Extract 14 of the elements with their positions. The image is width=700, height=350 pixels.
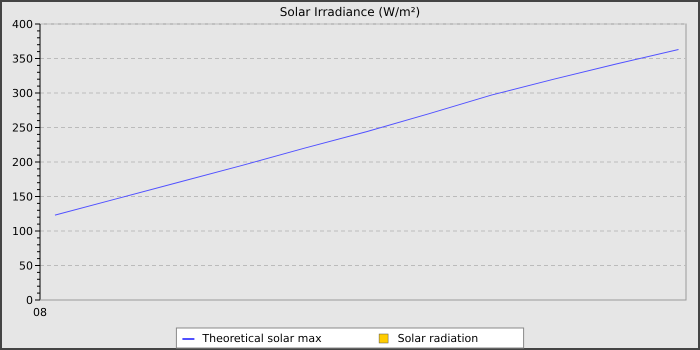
y-tick-label: 0 <box>26 294 33 307</box>
y-tick-label: 400 <box>12 18 33 31</box>
text: 08 <box>33 306 47 319</box>
y-tick-label: 50 <box>19 259 33 272</box>
y-tick-label: 250 <box>12 121 33 134</box>
line-series <box>54 49 680 216</box>
y-tick-label: 300 <box>12 86 33 100</box>
legend-label: Theoretical solar max <box>201 332 322 345</box>
y-tick-label: 100 <box>12 224 33 238</box>
y-tick-label: 200 <box>12 156 33 169</box>
chart-title: Solar Irradiance (W/m²) <box>280 5 420 19</box>
y-tick-label: 150 <box>12 190 33 204</box>
legend-label: Solar radiation <box>398 332 478 345</box>
y-tick-label: 350 <box>12 52 33 66</box>
